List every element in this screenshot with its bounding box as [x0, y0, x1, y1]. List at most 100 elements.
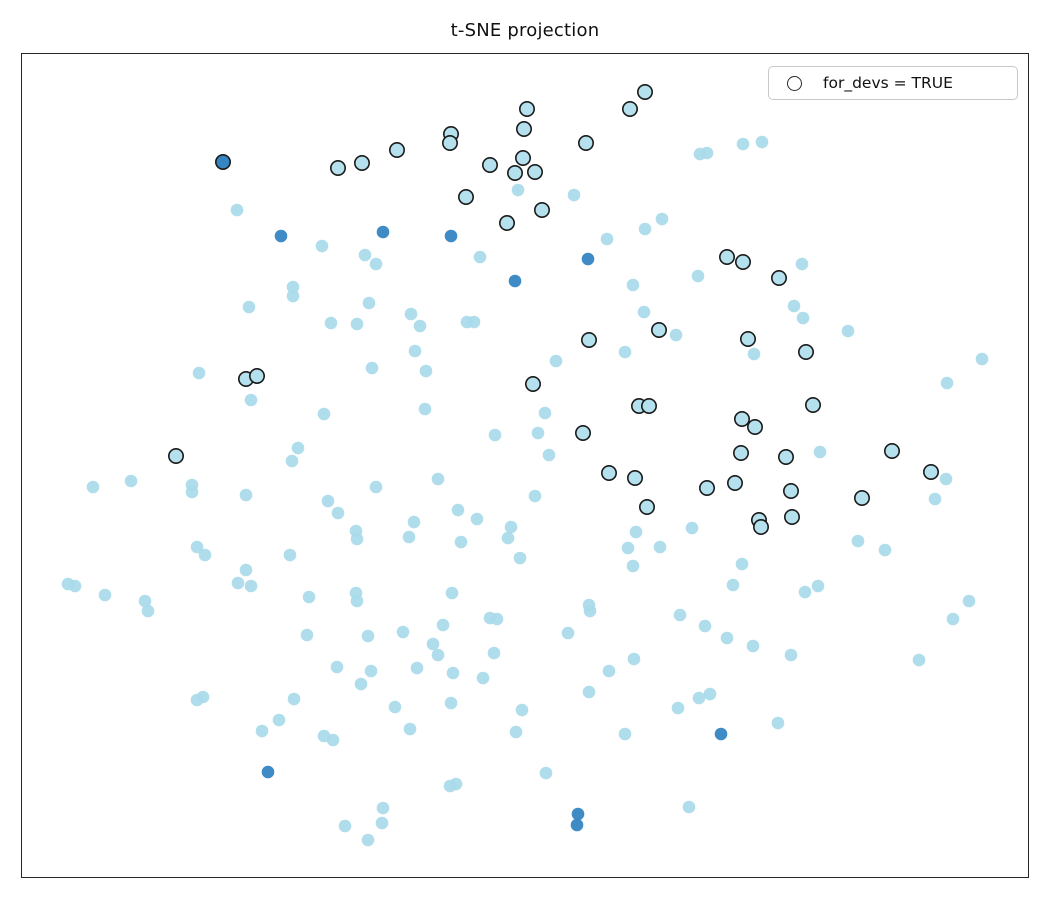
point-for-devs-true-light [621, 101, 638, 118]
point-for-devs-true-light [506, 165, 523, 182]
point-for-devs-false-dark [376, 225, 390, 239]
point-for-devs-false-light [771, 716, 785, 730]
point-for-devs-false-light [242, 300, 256, 314]
point-for-devs-false-light [515, 703, 529, 717]
point-for-devs-false-light [946, 612, 960, 626]
point-for-devs-false-light [490, 612, 504, 626]
point-for-devs-false-light [388, 700, 402, 714]
point-for-devs-false-light [86, 480, 100, 494]
point-for-devs-false-light [682, 800, 696, 814]
point-for-devs-false-light [239, 488, 253, 502]
point-for-devs-false-light [618, 345, 632, 359]
point-for-devs-false-dark [571, 807, 585, 821]
point-for-devs-false-light [626, 559, 640, 573]
point-for-devs-false-light [426, 637, 440, 651]
point-for-devs-false-light [361, 629, 375, 643]
point-for-devs-false-light [449, 777, 463, 791]
point-for-devs-false-light [410, 661, 424, 675]
point-for-devs-false-light [467, 315, 481, 329]
point-for-devs-false-light [655, 212, 669, 226]
point-for-devs-false-dark [570, 818, 584, 832]
point-for-devs-false-light [473, 250, 487, 264]
chart-title: t-SNE projection [450, 20, 600, 41]
point-for-devs-false-light [445, 586, 459, 600]
point-for-devs-false-light [255, 724, 269, 738]
point-for-devs-true-light [481, 157, 498, 174]
point-for-devs-false-light [317, 407, 331, 421]
point-for-devs-false-light [364, 664, 378, 678]
point-for-devs-false-light [407, 515, 421, 529]
point-for-devs-true-light [526, 164, 543, 181]
point-for-devs-false-light [330, 660, 344, 674]
point-for-devs-false-dark [444, 229, 458, 243]
point-for-devs-true-light [883, 442, 900, 459]
point-for-devs-false-light [431, 472, 445, 486]
point-for-devs-false-light [583, 604, 597, 618]
point-for-devs-false-light [567, 188, 581, 202]
legend-label: for_devs = TRUE [823, 74, 953, 92]
point-for-devs-false-light [735, 557, 749, 571]
point-for-devs-true-light [734, 254, 751, 271]
point-for-devs-true-light [698, 479, 715, 496]
point-for-devs-true-light [441, 135, 458, 152]
point-for-devs-false-light [685, 521, 699, 535]
point-for-devs-false-light [361, 833, 375, 847]
point-for-devs-false-light [358, 248, 372, 262]
point-for-devs-false-light [673, 608, 687, 622]
point-for-devs-false-light [501, 531, 515, 545]
point-for-devs-false-light [436, 618, 450, 632]
point-for-devs-false-light [375, 816, 389, 830]
point-for-devs-false-light [239, 563, 253, 577]
point-for-devs-true-light [782, 482, 799, 499]
point-for-devs-true-light [329, 160, 346, 177]
point-for-devs-false-light [196, 690, 210, 704]
point-for-devs-false-light [418, 402, 432, 416]
point-for-devs-false-light [362, 296, 376, 310]
point-for-devs-false-light [408, 344, 422, 358]
point-for-devs-false-light [698, 619, 712, 633]
point-for-devs-true-light [797, 343, 814, 360]
point-for-devs-true-light [718, 249, 735, 266]
point-for-devs-false-light [653, 540, 667, 554]
point-for-devs-false-light [287, 692, 301, 706]
point-for-devs-true-light [580, 331, 597, 348]
point-for-devs-false-light [302, 590, 316, 604]
point-for-devs-true-light [922, 463, 939, 480]
point-for-devs-true-light [388, 142, 405, 159]
point-for-devs-false-light [561, 626, 575, 640]
point-for-devs-false-light [291, 441, 305, 455]
point-for-devs-false-light [403, 722, 417, 736]
point-for-devs-false-light [975, 352, 989, 366]
point-for-devs-false-light [326, 733, 340, 747]
point-for-devs-false-light [939, 472, 953, 486]
point-for-devs-false-dark [261, 765, 275, 779]
point-for-devs-false-light [539, 766, 553, 780]
point-for-devs-false-light [878, 543, 892, 557]
point-for-devs-true-light [777, 448, 794, 465]
point-for-devs-false-light [626, 278, 640, 292]
point-for-devs-false-light [350, 532, 364, 546]
point-for-devs-true-light [515, 121, 532, 138]
point-for-devs-false-light [283, 548, 297, 562]
point-for-devs-false-light [404, 307, 418, 321]
point-for-devs-false-light [470, 512, 484, 526]
point-for-devs-false-light [600, 232, 614, 246]
point-for-devs-false-light [542, 448, 556, 462]
point-for-devs-false-light [582, 685, 596, 699]
point-for-devs-false-light [444, 696, 458, 710]
point-for-devs-false-light [138, 594, 152, 608]
point-for-devs-false-light [798, 585, 812, 599]
point-for-devs-false-light [511, 183, 525, 197]
point-for-devs-false-light [755, 135, 769, 149]
legend: for_devs = TRUE [768, 66, 1018, 100]
point-for-devs-true-light [770, 269, 787, 286]
point-for-devs-false-light [338, 819, 352, 833]
point-for-devs-true-light [577, 135, 594, 152]
point-for-devs-false-light [286, 280, 300, 294]
point-for-devs-true-light [514, 150, 531, 167]
point-for-devs-true-light [636, 84, 653, 101]
point-for-devs-true-light [746, 418, 763, 435]
point-for-devs-false-light [476, 671, 490, 685]
point-for-devs-false-light [813, 445, 827, 459]
